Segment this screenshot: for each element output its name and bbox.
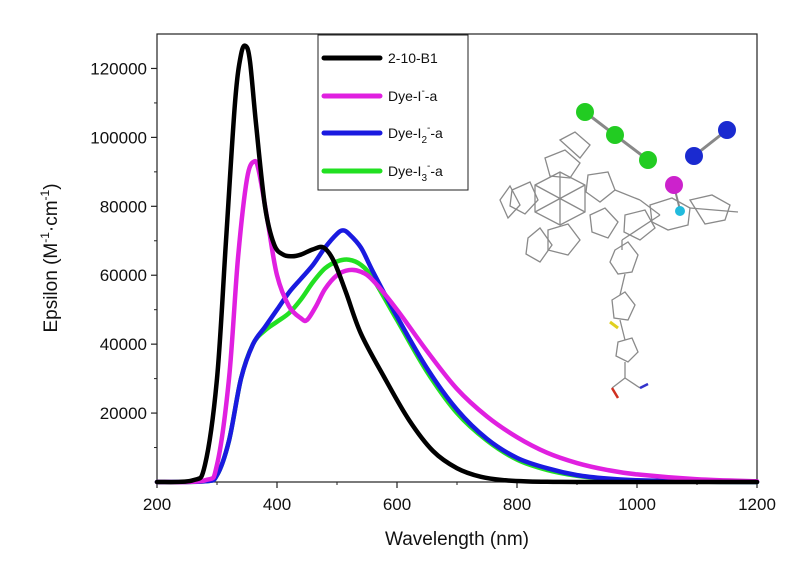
legend-label-2-10-b1: 2-10-B1 — [388, 50, 438, 66]
molecule-inset — [499, 103, 739, 399]
x-tick-label: 400 — [263, 495, 291, 514]
y-tick-label: 80000 — [100, 197, 147, 216]
porphyrin-left — [499, 131, 661, 263]
y-tick-label: 100000 — [90, 128, 147, 147]
y-tick-label: 20000 — [100, 404, 147, 423]
iodine-dimer-atoms — [685, 121, 736, 165]
y-tick-label: 120000 — [90, 59, 147, 78]
nitrile-bond — [639, 382, 649, 390]
series-line-dye-i3-a — [154, 257, 760, 485]
legend-label-dye-i-a: Dye-I--a — [388, 86, 437, 104]
legend-label-dye-i3-a: Dye-I3--a — [388, 161, 443, 184]
iodine-bound-atom — [665, 176, 683, 194]
y-axis-label: Epsilon (M-1·cm-1) — [38, 183, 62, 332]
series-layer — [154, 43, 760, 485]
x-tick-label: 1000 — [618, 495, 656, 514]
x-axis-label: Wavelength (nm) — [385, 529, 529, 550]
x-tick-label: 600 — [383, 495, 411, 514]
series-line-dye-i-a — [154, 158, 760, 485]
metal-center-atom — [675, 206, 685, 216]
x-tick-label: 800 — [503, 495, 531, 514]
y-tick-label: 40000 — [100, 335, 147, 354]
x-tick-label: 200 — [143, 495, 171, 514]
series-line-dye-i2-a — [154, 228, 760, 485]
legend-box — [317, 34, 469, 191]
porphyrin-right — [621, 194, 739, 241]
oxygen-bond — [610, 387, 620, 399]
x-tick-label: 1200 — [738, 495, 776, 514]
series-line-2-10-b1 — [154, 43, 760, 485]
legend-label-dye-i2-a: Dye-I2--a — [388, 123, 443, 146]
legend: 2-10-B1 Dye-I--a Dye-I2--a Dye-I3--a — [317, 34, 469, 191]
molecule-tail — [609, 240, 641, 389]
y-axis: 20000 40000 60000 80000 100000 120000 — [90, 59, 157, 449]
x-axis: 200 400 600 800 1000 1200 — [143, 482, 776, 514]
y-tick-label: 60000 — [100, 266, 147, 285]
iodine-chain-atoms — [576, 103, 657, 169]
sulfur-bond — [609, 320, 619, 330]
